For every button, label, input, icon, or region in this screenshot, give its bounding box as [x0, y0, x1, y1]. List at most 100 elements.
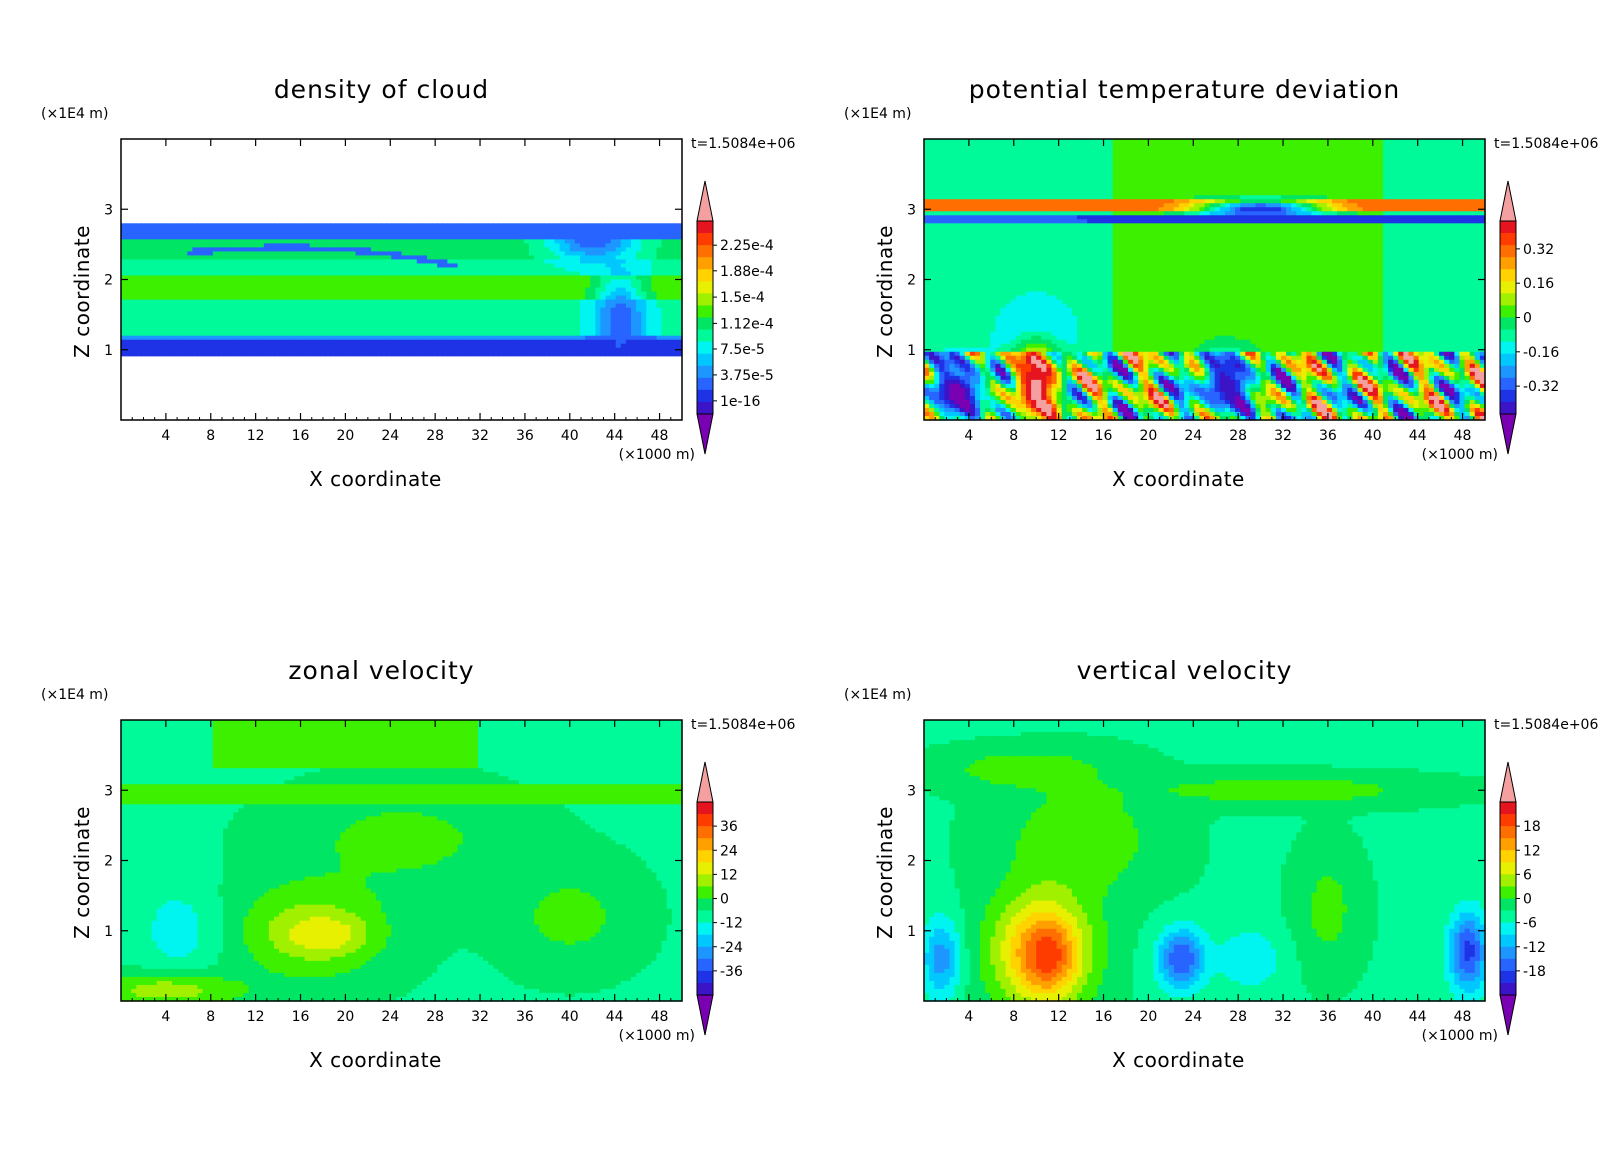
heatmap-cell — [442, 315, 448, 321]
heatmap-cell — [954, 227, 961, 232]
heatmap-cell — [304, 351, 311, 357]
heatmap-cell — [929, 183, 935, 188]
heatmap-cell — [427, 231, 433, 236]
heatmap-cell — [929, 147, 935, 152]
heatmap-cell — [676, 235, 683, 240]
heatmap-cell — [365, 279, 372, 285]
heatmap-cell — [631, 231, 637, 236]
heatmap-cell — [964, 231, 971, 236]
heatmap-cell — [934, 203, 940, 208]
heatmap-cell — [396, 255, 403, 261]
heatmap-cell — [416, 243, 423, 248]
heatmap-cell — [929, 175, 935, 180]
heatmap-cell — [406, 259, 413, 265]
heatmap-cell — [924, 339, 930, 345]
heatmap-cell — [462, 283, 469, 289]
heatmap-cell — [233, 279, 239, 285]
heatmap-cell — [939, 359, 945, 365]
heatmap-cell — [207, 343, 214, 349]
heatmap-cell — [217, 263, 224, 269]
heatmap-cell — [1005, 387, 1012, 393]
heatmap-cell — [421, 255, 428, 261]
heatmap-cell — [233, 287, 239, 293]
heatmap-cell — [263, 251, 270, 257]
heatmap-cell — [391, 247, 397, 252]
heatmap-cell — [980, 151, 986, 156]
heatmap-cell — [554, 243, 561, 248]
heatmap-cell — [503, 319, 510, 325]
heatmap-cell — [544, 223, 550, 228]
heatmap-cell — [944, 263, 951, 269]
heatmap-cell — [544, 227, 550, 232]
heatmap-cell — [1000, 351, 1007, 357]
heatmap-cell — [666, 323, 673, 329]
heatmap-cell — [964, 383, 971, 389]
heatmap-cell — [427, 275, 433, 281]
heatmap-cell — [442, 287, 448, 293]
heatmap-cell — [365, 271, 372, 277]
heatmap-cell — [472, 283, 479, 289]
heatmap-cell — [656, 251, 663, 257]
heatmap-cell — [325, 259, 331, 265]
heatmap-cell — [1005, 311, 1012, 317]
heatmap-cell — [980, 399, 986, 405]
heatmap-cell — [969, 267, 976, 273]
heatmap-cell — [253, 279, 260, 285]
heatmap-cell — [493, 243, 499, 248]
heatmap-cell — [949, 195, 956, 200]
heatmap-cell — [263, 295, 270, 301]
heatmap-cell — [360, 271, 367, 277]
heatmap-cell — [396, 267, 403, 273]
heatmap-cell — [161, 347, 168, 353]
heatmap-cell — [294, 239, 301, 244]
heatmap-cell — [386, 295, 392, 301]
heatmap-cell — [192, 251, 199, 257]
heatmap-cell — [289, 231, 295, 236]
heatmap-cell — [345, 351, 352, 357]
heatmap-cell — [294, 279, 301, 285]
heatmap-cell — [121, 271, 127, 277]
heatmap-cell — [304, 311, 311, 317]
heatmap-cell — [421, 287, 428, 293]
heatmap-cell — [156, 299, 163, 305]
heatmap-cell — [396, 223, 403, 228]
heatmap-cell — [1000, 359, 1007, 365]
heatmap-cell — [202, 263, 209, 269]
heatmap-cell — [508, 295, 515, 301]
heatmap-cell — [284, 331, 290, 337]
heatmap-cell — [376, 327, 382, 333]
heatmap-cell — [427, 331, 433, 337]
heatmap-cell — [631, 303, 637, 309]
heatmap-cell — [146, 243, 153, 248]
heatmap-cell — [355, 347, 362, 353]
heatmap-cell — [959, 275, 966, 281]
heatmap-cell — [929, 331, 935, 337]
heatmap-cell — [432, 291, 438, 297]
heatmap-cell — [620, 283, 627, 289]
heatmap-cell — [136, 287, 142, 293]
heatmap-cell — [360, 339, 367, 345]
heatmap-cell — [427, 307, 433, 313]
heatmap-cell — [580, 239, 586, 244]
heatmap-cell — [472, 319, 479, 325]
heatmap-cell — [432, 307, 438, 313]
heatmap-cell — [959, 187, 966, 192]
heatmap-cell — [929, 395, 935, 401]
heatmap-cell — [975, 175, 981, 180]
heatmap-cell — [508, 259, 515, 265]
heatmap-cell — [177, 315, 183, 321]
heatmap-cell — [192, 235, 199, 240]
heatmap-cell — [391, 343, 397, 349]
heatmap-cell — [985, 147, 991, 152]
heatmap-cell — [248, 351, 255, 357]
heatmap-cell — [472, 339, 479, 345]
heatmap-cell — [432, 343, 438, 349]
heatmap-cell — [666, 259, 673, 265]
heatmap-cell — [432, 247, 438, 252]
heatmap-cell — [437, 323, 443, 329]
heatmap-cell — [620, 247, 627, 252]
heatmap-cell — [401, 231, 408, 236]
heatmap-cell — [472, 271, 479, 277]
heatmap-cell — [646, 339, 652, 345]
heatmap-cell — [483, 239, 489, 244]
